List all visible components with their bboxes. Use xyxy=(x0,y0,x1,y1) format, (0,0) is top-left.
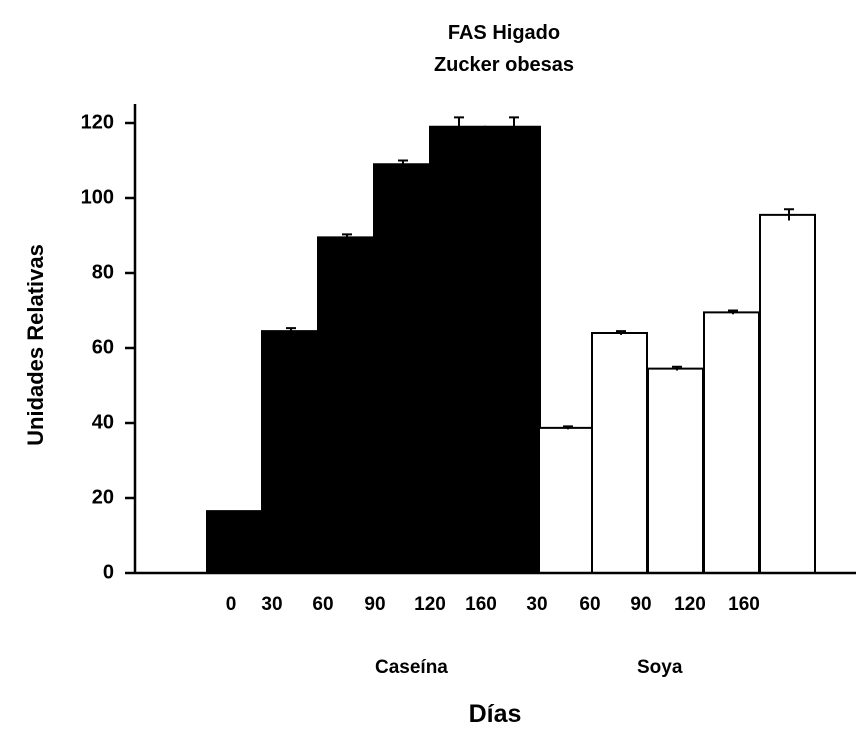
bar-soya-160 xyxy=(759,213,816,574)
x-tick-label-6: 30 xyxy=(526,594,548,615)
x-tick-label-7: 60 xyxy=(579,594,601,615)
y-tick-label-0: 0 xyxy=(102,561,114,584)
chart-title: FAS Higado xyxy=(447,22,561,44)
y-tick-label-40: 40 xyxy=(91,411,114,434)
x-tick-label-5: 160 xyxy=(465,594,497,615)
bar-soya-30 xyxy=(538,426,595,574)
y-tick-label-80: 80 xyxy=(91,261,114,284)
x-tick-label-9: 120 xyxy=(674,594,706,615)
bar-caseina-90 xyxy=(373,163,430,574)
bar-caseina-30 xyxy=(261,330,318,574)
bar-caseina-60 xyxy=(317,236,374,574)
group-label-soya: Soya xyxy=(637,657,683,678)
y-tick-label-60: 60 xyxy=(91,336,114,359)
x-tick-label-2: 60 xyxy=(312,594,334,615)
bar-soya-120 xyxy=(703,311,760,574)
x-tick-label-0: 0 xyxy=(225,594,237,615)
bar-caseina-120 xyxy=(429,125,486,574)
y-tick-label-120: 120 xyxy=(80,111,114,134)
x-tick-label-1: 30 xyxy=(261,594,283,615)
x-tick-label-8: 90 xyxy=(630,594,652,615)
bar-caseina-160 xyxy=(484,125,541,574)
bar-soya-60 xyxy=(591,332,648,574)
y-tick-label-20: 20 xyxy=(91,486,114,509)
x-axis-title: Días xyxy=(468,700,522,728)
x-tick-label-4: 120 xyxy=(414,594,446,615)
y-tick-label-100: 100 xyxy=(80,186,114,209)
x-tick-label-10: 160 xyxy=(728,594,760,615)
bar-soya-90 xyxy=(647,367,704,574)
bar-caseina-0 xyxy=(206,510,263,574)
x-tick-label-3: 90 xyxy=(364,594,386,615)
chart-subtitle: Zucker obesas xyxy=(433,54,575,76)
group-label-caseina: Caseína xyxy=(375,657,448,678)
